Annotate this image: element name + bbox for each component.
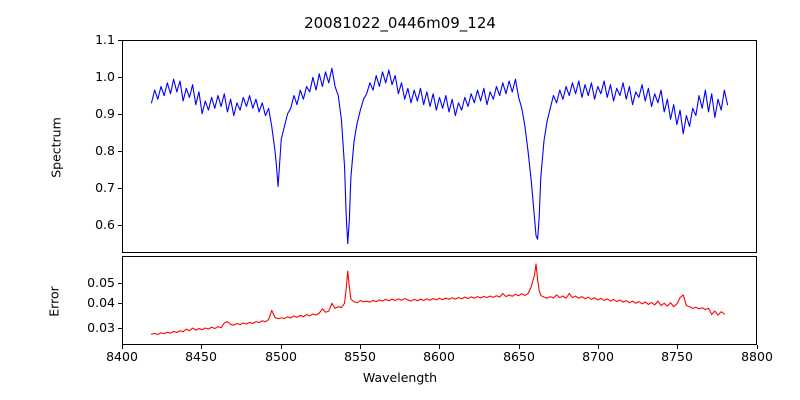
wavelength-axis-label: Wavelength: [362, 370, 438, 385]
error-line: [150, 263, 725, 335]
ytickmark-spectrum-6: [118, 225, 122, 226]
ytickmark-spectrum-2: [118, 77, 122, 78]
xtickmark-1: [122, 345, 123, 349]
ytick-spectrum-5: 0.7: [95, 180, 115, 195]
xtickmark-6: [519, 345, 520, 349]
figure-title: 20081022_0446m09_124: [304, 14, 496, 32]
ytickmark-error-2: [118, 303, 122, 304]
xtick-5: 8600: [423, 349, 455, 364]
xtickmark-4: [360, 345, 361, 349]
spectrum-plot-area: [150, 67, 729, 245]
spectrum-line: [150, 67, 729, 245]
xtickmark-8: [677, 345, 678, 349]
ytickmark-error-1: [118, 283, 122, 284]
xtickmark-2: [201, 345, 202, 349]
xtick-2: 8450: [185, 349, 217, 364]
error-plot-area: [150, 263, 725, 335]
error-axis-label: Error: [46, 286, 62, 317]
ytick-error-2: 0.04: [87, 295, 115, 310]
ytickmark-spectrum-5: [118, 188, 122, 189]
xtick-1: 8400: [106, 349, 138, 364]
ytick-spectrum-6: 0.6: [95, 217, 115, 232]
ytick-error-3: 0.03: [87, 320, 115, 335]
xtick-3: 8500: [265, 349, 297, 364]
xtickmark-5: [439, 345, 440, 349]
ytick-spectrum-2: 1.0: [95, 69, 115, 84]
xtick-4: 8550: [344, 349, 376, 364]
ytickmark-spectrum-1: [118, 40, 122, 41]
ytickmark-spectrum-4: [118, 151, 122, 152]
xtickmark-9: [757, 345, 758, 349]
ytick-spectrum-3: 0.9: [95, 106, 115, 121]
xtickmark-3: [281, 345, 282, 349]
xtick-6: 8650: [503, 349, 535, 364]
xtick-7: 8700: [582, 349, 614, 364]
ytick-error-1: 0.05: [87, 275, 115, 290]
ytickmark-error-3: [118, 328, 122, 329]
error-axes: [122, 256, 757, 345]
xtick-9: 8800: [741, 349, 773, 364]
xtick-8: 8750: [661, 349, 693, 364]
spectrum-axis-label: Spectrum: [48, 117, 64, 178]
ytick-spectrum-1: 1.1: [95, 32, 115, 47]
spectrum-axes: [122, 40, 757, 253]
xtickmark-7: [598, 345, 599, 349]
ytick-spectrum-4: 0.8: [95, 143, 115, 158]
ytickmark-spectrum-3: [118, 114, 122, 115]
